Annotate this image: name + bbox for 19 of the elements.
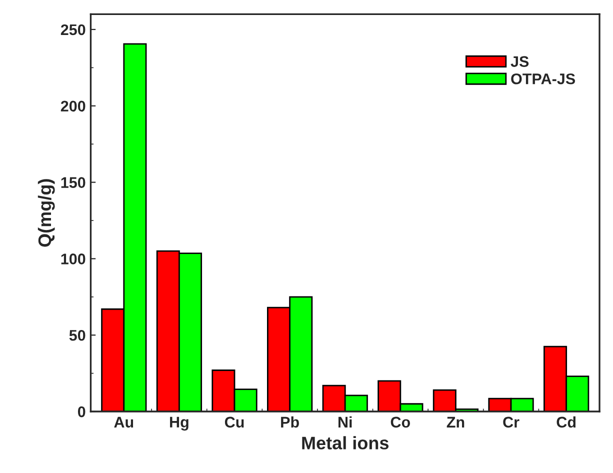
y-tick-label: 150 — [61, 177, 86, 188]
x-tick-label: Co — [390, 416, 410, 428]
y-tick-label: 250 — [60, 24, 86, 36]
x-tick-label: Hg — [170, 416, 188, 431]
x-tick-label: Cu — [224, 416, 244, 428]
y-tick-label: 50 — [69, 330, 86, 341]
legend-label: OTPA-JS — [511, 73, 575, 84]
x-tick-label: Zn — [446, 416, 464, 428]
x-axis-title: Metal ions — [302, 436, 389, 450]
x-tick-label: Cd — [556, 416, 576, 428]
x-tick-label: Pb — [281, 416, 299, 428]
x-tick-label: Au — [114, 416, 134, 428]
legend-label: JS — [510, 56, 529, 67]
y-tick-label: 100 — [61, 254, 86, 264]
y-tick-label: 0 — [78, 406, 86, 418]
x-tick-label: Cr — [503, 416, 520, 428]
y-axis-title: Q(mg/g) — [38, 179, 55, 247]
x-tick-label: Ni — [338, 416, 352, 428]
y-tick-label: 200 — [60, 100, 86, 112]
